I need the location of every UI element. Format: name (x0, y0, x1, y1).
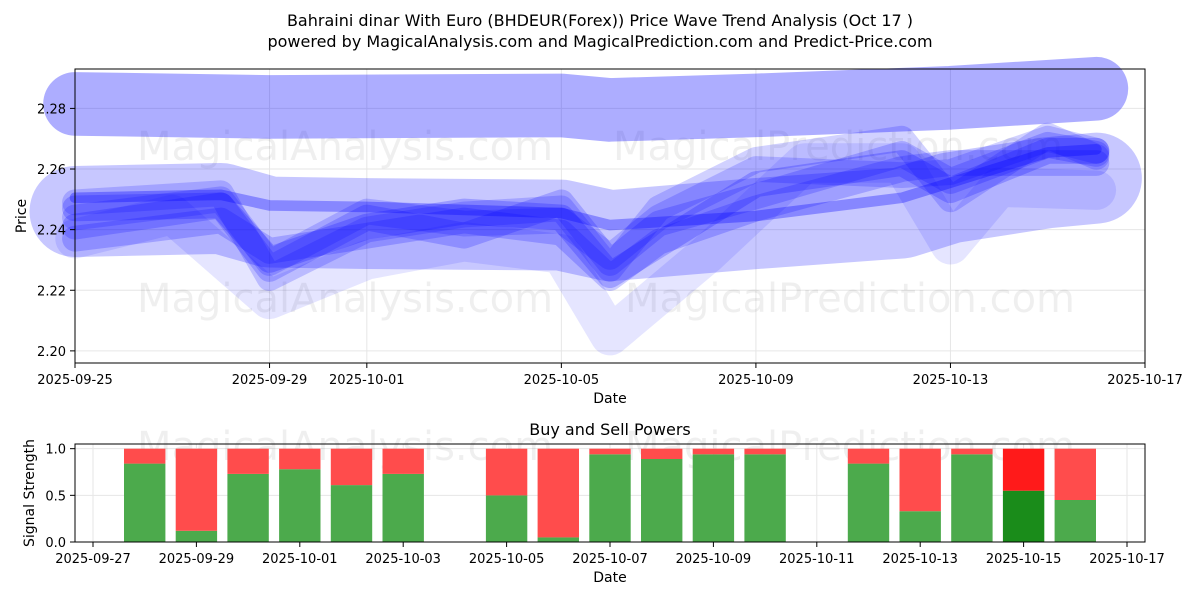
wave-band-short_wave_1 (62, 137, 1110, 289)
price-x-tick-label: 2025-10-17 (1107, 373, 1183, 388)
power-x-ticks: 2025-09-27 2025-09-29 2025-10-01 2025-10-03… (55, 542, 1165, 567)
power-x-tick-label: 2025-10-05 (469, 552, 545, 567)
price-x-tick-label: 2025-09-25 (37, 373, 113, 388)
buy-bar-2025-09-28 (124, 463, 166, 542)
sell-bar-2025-10-09 (692, 448, 735, 455)
power-y-axis-label: Signal Strength (22, 439, 38, 547)
price-y-tick-label: 2.28 (37, 102, 66, 117)
wave-band-short_wave_4 (62, 125, 1110, 276)
buy-bar-2025-10-15 (1002, 490, 1045, 542)
price-x-tick-label: 2025-10-09 (718, 373, 794, 388)
buy-bar-2025-09-29 (175, 530, 218, 542)
sell-bar-2025-10-16 (1054, 448, 1096, 500)
sell-bar-2025-09-28 (124, 448, 166, 464)
price-y-ticks: 2.20 2.22 2.24 2.26 2.28 (37, 102, 75, 360)
watermark-prediction-top: MagicalPrediction.com (613, 124, 1063, 170)
sell-bar-2025-09-30 (227, 448, 269, 474)
price-chart: MagicalAnalysis.com MagicalPrediction.co… (14, 56, 1183, 407)
buy-bar-2025-10-07 (589, 454, 631, 542)
sell-bar-2025-10-14 (951, 448, 993, 455)
watermark-prediction-mid: MagicalPrediction.com (625, 276, 1075, 322)
sell-bar-2025-10-02 (330, 448, 373, 486)
wave-band-wide_wave (55, 143, 1117, 356)
buy-bar-2025-10-16 (1054, 500, 1096, 542)
price-plot-area (75, 69, 1145, 363)
sell-bar-2025-10-08 (641, 448, 683, 459)
price-y-tick-label: 2.26 (37, 163, 66, 178)
sell-bar-2025-10-10 (744, 448, 786, 455)
price-plot-frame (74, 68, 1146, 364)
price-watermarks: MagicalAnalysis.com MagicalPrediction.co… (137, 124, 1075, 322)
buy-bar-2025-09-30 (227, 473, 269, 542)
price-y-axis-label: Price (14, 199, 30, 233)
power-x-tick-label: 2025-10-03 (365, 552, 441, 567)
power-chart-title: Buy and Sell Powers (529, 420, 691, 439)
price-x-tick-label: 2025-10-13 (913, 373, 989, 388)
price-x-tick-label: 2025-10-01 (329, 373, 405, 388)
wave-band-short_wave_5 (62, 122, 1110, 292)
price-y-tick-label: 2.20 (37, 345, 66, 360)
buy-bar-2025-10-05 (485, 495, 528, 542)
buy-bar-2025-10-09 (692, 454, 735, 542)
power-x-tick-label: 2025-10-07 (572, 552, 648, 567)
buy-bar-2025-10-13 (899, 511, 941, 542)
price-x-axis-label: Date (593, 391, 626, 407)
power-x-tick-label: 2025-10-17 (1089, 552, 1165, 567)
power-y-ticks: 0.0 0.5 1.0 (45, 443, 75, 551)
sell-bar-2025-10-12 (847, 448, 890, 464)
watermark-analysis-mid: MagicalAnalysis.com (137, 276, 553, 322)
sell-bar-2025-10-13 (899, 448, 941, 512)
buy-bar-2025-10-01 (279, 469, 321, 542)
price-y-tick-label: 2.24 (37, 224, 66, 239)
buy-bar-2025-10-03 (382, 473, 424, 542)
buy-bar-2025-10-06 (537, 537, 579, 542)
chart-title-line1: Bahraini dinar With Euro (BHDEUR(Forex))… (287, 11, 913, 30)
sell-bar-2025-10-15 (1002, 448, 1045, 491)
power-x-tick-label: 2025-09-29 (159, 552, 235, 567)
power-chart: Buy and Sell Powers MagicalAnalysis.com … (22, 420, 1165, 586)
price-x-tick-label: 2025-10-05 (524, 373, 600, 388)
power-bars (124, 448, 1096, 542)
sell-bar-2025-10-01 (279, 448, 321, 470)
chart-title-line2: powered by MagicalAnalysis.com and Magic… (267, 32, 932, 51)
sell-bar-2025-10-07 (589, 448, 631, 455)
wave-band-short_wave_2 (62, 131, 1110, 282)
power-y-tick-label: 0.5 (45, 489, 66, 504)
wave-band-upper_band (43, 56, 1129, 142)
sell-bar-2025-10-05 (485, 448, 528, 496)
watermark-analysis-top: MagicalAnalysis.com (137, 124, 553, 170)
sell-bar-2025-09-29 (175, 448, 218, 531)
power-x-axis-label: Date (593, 570, 626, 586)
buy-bar-2025-10-10 (744, 454, 786, 542)
price-wave-bands (29, 56, 1142, 356)
price-x-ticks: 2025-09-25 2025-09-29 2025-10-01 2025-10-05… (37, 363, 1183, 388)
sell-bar-2025-10-03 (382, 448, 424, 474)
buy-bar-2025-10-02 (330, 485, 373, 542)
buy-bar-2025-10-14 (951, 454, 993, 542)
wave-band-main_trend (29, 132, 1142, 282)
power-x-tick-label: 2025-10-15 (986, 552, 1062, 567)
price-x-tick-label: 2025-09-29 (232, 373, 308, 388)
wave-band-center_line (69, 144, 1102, 231)
power-y-tick-label: 0.0 (45, 536, 66, 551)
buy-bar-2025-10-08 (641, 458, 683, 542)
sell-bar-2025-10-06 (537, 448, 579, 538)
wave-band-short_wave_3 (62, 150, 1110, 292)
power-y-tick-label: 1.0 (45, 443, 66, 458)
power-x-tick-label: 2025-10-09 (676, 552, 752, 567)
price-y-tick-label: 2.22 (37, 284, 66, 299)
power-x-tick-label: 2025-10-11 (779, 552, 855, 567)
buy-bar-2025-10-12 (847, 463, 890, 542)
power-x-tick-label: 2025-09-27 (55, 552, 131, 567)
price-grid (74, 69, 1146, 363)
power-x-tick-label: 2025-10-01 (262, 552, 338, 567)
power-x-tick-label: 2025-10-13 (882, 552, 958, 567)
